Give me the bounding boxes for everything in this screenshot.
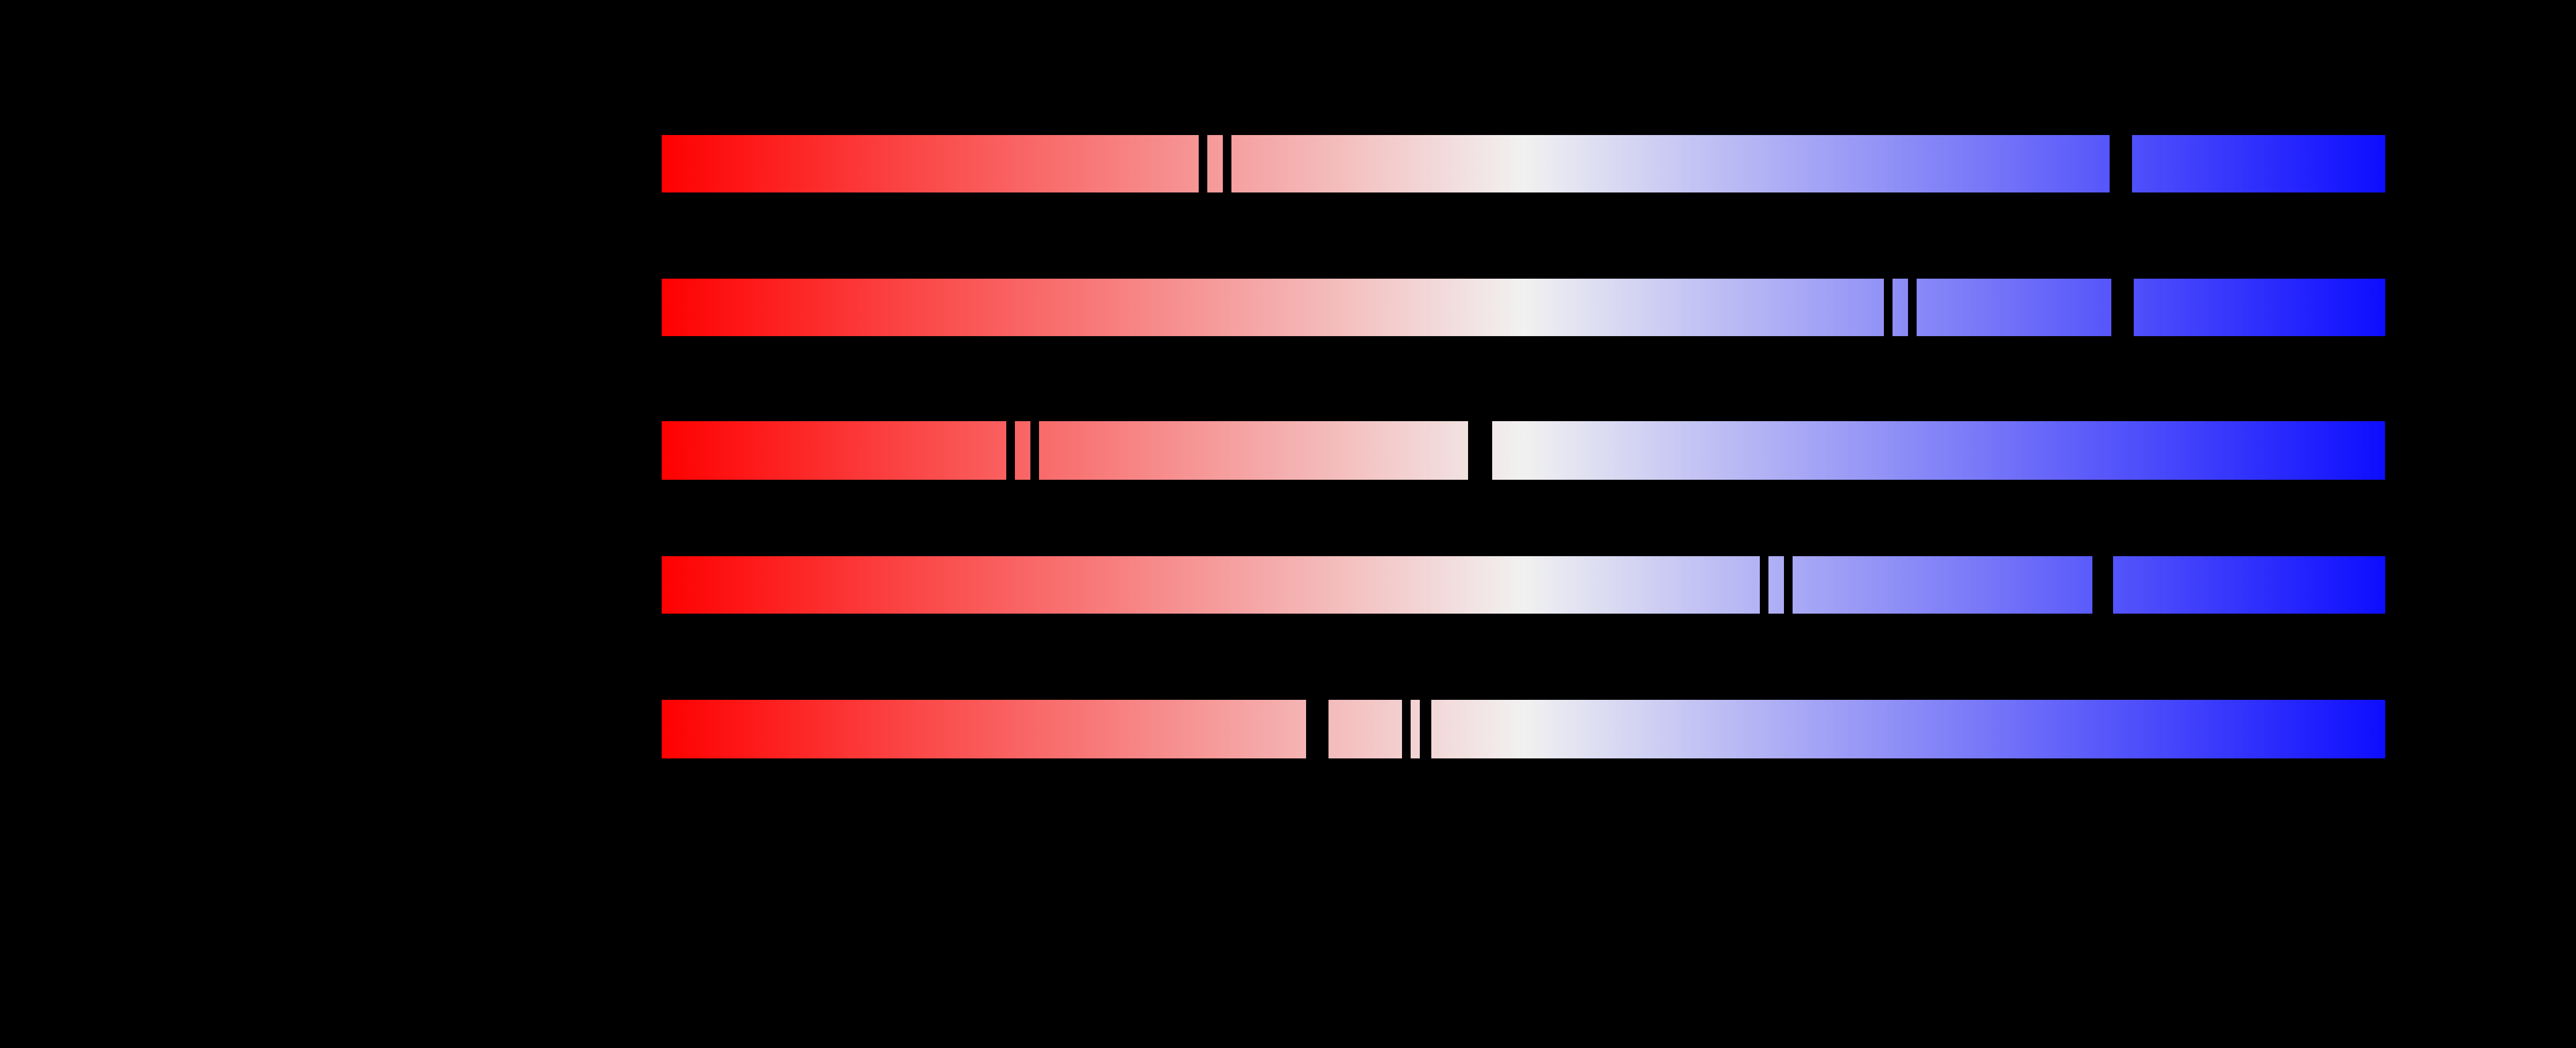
colorbar-segment[interactable]	[1039, 421, 1469, 480]
colorbar-row-3[interactable]	[662, 421, 2385, 480]
colorbar-row-5[interactable]	[662, 700, 2385, 758]
colorbar-segment[interactable]	[662, 421, 1007, 480]
colorbar-segment[interactable]	[1015, 421, 1031, 480]
colorbar-segment[interactable]	[662, 556, 1760, 614]
colorbar-segment[interactable]	[1892, 279, 1908, 336]
colorbar-segment[interactable]	[1792, 556, 2092, 614]
colorbar-segment[interactable]	[1431, 700, 2385, 758]
colorbar-segment[interactable]	[1207, 135, 1223, 192]
colorbar-segment[interactable]	[662, 135, 1199, 192]
colorbar-segment[interactable]	[2131, 135, 2385, 192]
colorbar-segment[interactable]	[662, 700, 1307, 758]
colorbar-segment[interactable]	[1328, 700, 1402, 758]
colorbar-row-1[interactable]	[662, 135, 2385, 192]
colorbar-row-4[interactable]	[662, 556, 2385, 614]
colorbar-segment[interactable]	[2112, 556, 2385, 614]
colorbar-segment[interactable]	[1768, 556, 1784, 614]
colorbar-segment[interactable]	[1231, 135, 2110, 192]
colorbar-segment[interactable]	[2133, 279, 2385, 336]
colorbar-segment[interactable]	[1410, 700, 1420, 758]
colorbar-row-2[interactable]	[662, 279, 2385, 336]
colorbar-segment[interactable]	[1916, 279, 2111, 336]
colorbar-segment[interactable]	[1492, 421, 2385, 480]
colorbar-segment[interactable]	[662, 279, 1884, 336]
